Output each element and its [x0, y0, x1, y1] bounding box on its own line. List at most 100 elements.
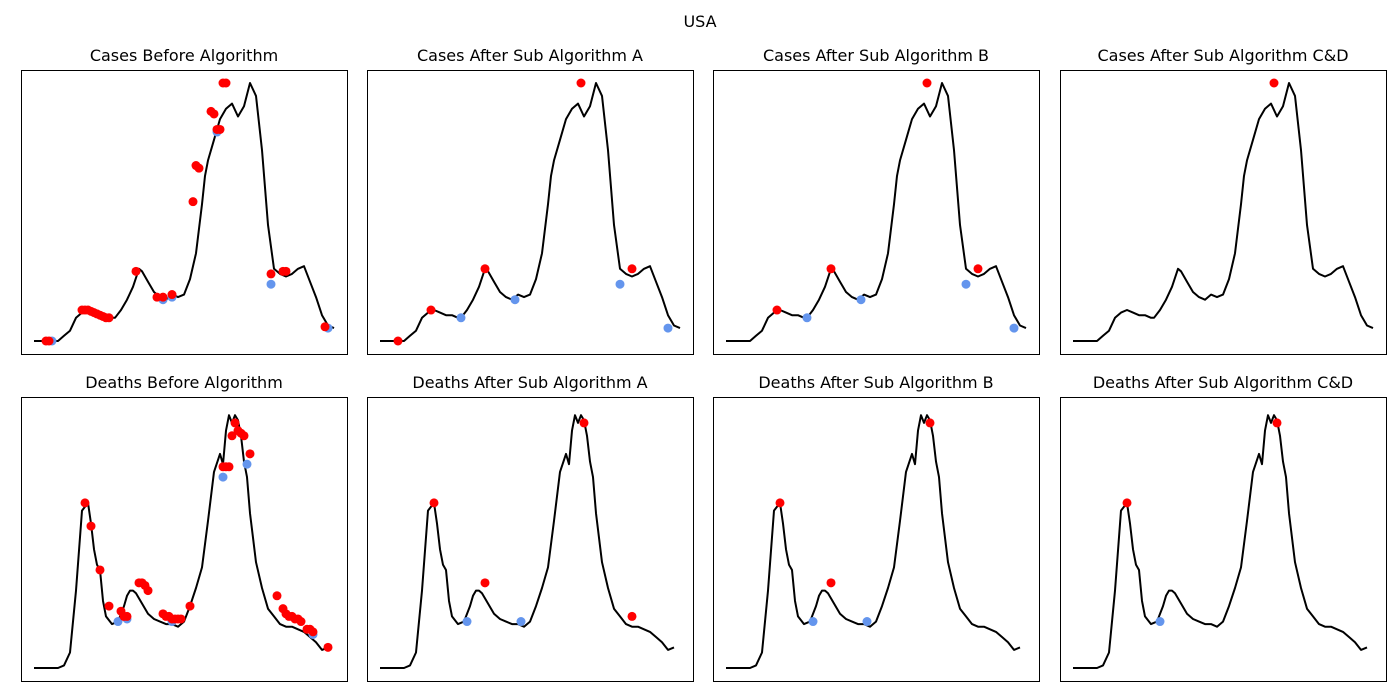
subplot-title: Cases After Sub Algorithm C&D — [1097, 46, 1348, 65]
subplot-1: Cases Before Algorithm — [21, 46, 348, 355]
subplot-title: Deaths After Sub Algorithm B — [758, 373, 993, 392]
peak-point — [323, 642, 333, 652]
series-line — [34, 414, 329, 669]
peak-point — [272, 591, 282, 601]
peak-point — [429, 498, 439, 508]
series-line — [34, 82, 335, 342]
axes-frame — [21, 70, 348, 355]
peak-point — [143, 586, 153, 596]
peak-point — [194, 163, 204, 173]
axes-frame — [1060, 70, 1387, 355]
peak-point — [826, 578, 836, 588]
subplot-5: Deaths Before Algorithm — [21, 373, 348, 682]
peak-point — [80, 498, 90, 508]
trough-point — [113, 617, 123, 627]
peak-point — [320, 322, 330, 332]
peak-point — [104, 601, 114, 611]
peak-point — [973, 264, 983, 274]
peak-point — [131, 266, 141, 276]
subplot-grid: Cases Before Algorithm Cases After Sub Al… — [21, 46, 1387, 682]
series-line — [726, 414, 1021, 669]
subplot-8: Deaths After Sub Algorithm C&D — [1060, 373, 1387, 682]
figure-title: USA — [683, 12, 716, 31]
trough-point — [663, 323, 673, 333]
peak-point — [221, 78, 231, 88]
axes-frame — [367, 70, 694, 355]
trough-point — [808, 617, 818, 627]
peak-point — [775, 498, 785, 508]
peak-point — [480, 264, 490, 274]
peak-point — [925, 418, 935, 428]
trough-point — [802, 313, 812, 323]
peak-point — [167, 290, 177, 300]
peak-point — [627, 611, 637, 621]
trough-point — [516, 617, 526, 627]
series-line — [380, 414, 675, 669]
peak-point — [104, 313, 114, 323]
axes-frame — [21, 397, 348, 682]
trough-point — [462, 617, 472, 627]
peak-point — [230, 418, 240, 428]
trough-point — [862, 617, 872, 627]
subplot-2: Cases After Sub Algorithm A — [367, 46, 694, 355]
peak-point — [95, 565, 105, 575]
peak-point — [116, 606, 126, 616]
trough-point — [856, 295, 866, 305]
peak-point — [86, 521, 96, 531]
peak-point — [176, 614, 186, 624]
axes-frame — [713, 70, 1040, 355]
subplot-6: Deaths After Sub Algorithm A — [367, 373, 694, 682]
peak-point — [627, 264, 637, 274]
peak-point — [826, 264, 836, 274]
peak-point — [239, 431, 249, 441]
peak-point — [426, 305, 436, 315]
peak-point — [579, 418, 589, 428]
peak-point — [772, 305, 782, 315]
peak-point — [922, 78, 932, 88]
trough-point — [1009, 323, 1019, 333]
trough-point — [266, 279, 276, 289]
trough-point — [510, 295, 520, 305]
trough-point — [456, 313, 466, 323]
axes-frame — [367, 397, 694, 682]
trough-point — [961, 279, 971, 289]
series-line — [726, 82, 1027, 342]
peak-point — [266, 269, 276, 279]
subplot-title: Deaths After Sub Algorithm A — [412, 373, 647, 392]
peak-point — [1272, 418, 1282, 428]
peak-point — [480, 578, 490, 588]
subplot-title: Cases After Sub Algorithm B — [763, 46, 989, 65]
axes-frame — [1060, 397, 1387, 682]
subplot-title: Deaths Before Algorithm — [85, 373, 283, 392]
peak-point — [1122, 498, 1132, 508]
trough-point — [1155, 617, 1165, 627]
subplot-7: Deaths After Sub Algorithm B — [713, 373, 1040, 682]
peak-point — [188, 197, 198, 207]
series-line — [1073, 82, 1374, 342]
peak-point — [393, 336, 403, 346]
trough-point — [242, 459, 252, 469]
axes-frame — [713, 397, 1040, 682]
peak-point — [158, 292, 168, 302]
trough-point — [615, 279, 625, 289]
subplot-title: Cases After Sub Algorithm A — [417, 46, 643, 65]
trough-point — [218, 472, 228, 482]
peak-point — [44, 336, 54, 346]
subplot-title: Deaths After Sub Algorithm C&D — [1093, 373, 1353, 392]
series-line — [380, 82, 681, 342]
peak-point — [209, 109, 219, 119]
subplot-title: Cases Before Algorithm — [90, 46, 278, 65]
peak-point — [185, 601, 195, 611]
peak-point — [308, 627, 318, 637]
series-line — [1073, 414, 1368, 669]
subplot-4: Cases After Sub Algorithm C&D — [1060, 46, 1387, 355]
subplot-3: Cases After Sub Algorithm B — [713, 46, 1040, 355]
peak-point — [1269, 78, 1279, 88]
peak-point — [296, 617, 306, 627]
peak-point — [245, 449, 255, 459]
peak-point — [281, 266, 291, 276]
peak-point — [122, 611, 132, 621]
peak-point — [576, 78, 586, 88]
peak-point — [215, 124, 225, 134]
